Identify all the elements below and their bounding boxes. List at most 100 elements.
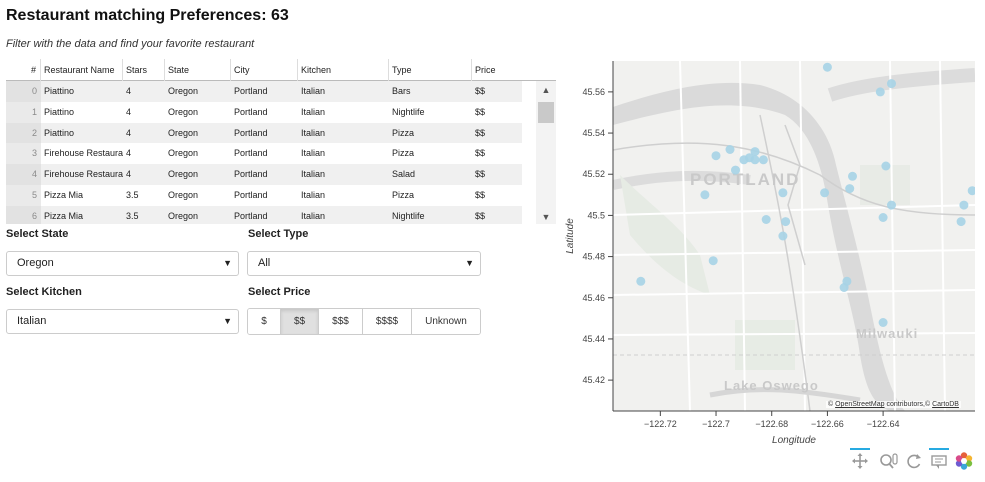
column-header-type[interactable]: Type: [389, 59, 472, 81]
restaurant-point[interactable]: [875, 87, 885, 97]
cell-kitchen[interactable]: Italian: [301, 127, 326, 138]
restaurant-point[interactable]: [750, 155, 760, 165]
restaurant-point[interactable]: [708, 256, 718, 266]
cell-state[interactable]: Oregon: [168, 169, 199, 180]
restaurant-point[interactable]: [636, 276, 646, 286]
restaurant-point[interactable]: [878, 318, 888, 327]
cell-stars[interactable]: 4: [126, 169, 132, 180]
reset-tool[interactable]: [902, 448, 926, 474]
restaurant-point[interactable]: [778, 231, 788, 241]
cell-name[interactable]: Piattino: [44, 127, 75, 138]
cell-city[interactable]: Portland: [234, 106, 268, 117]
table-row[interactable]: 3 Firehouse Restaurant 4 Oregon Portland…: [6, 143, 522, 165]
restaurant-point[interactable]: [848, 171, 857, 181]
table-row[interactable]: 2 Piattino 4 Oregon Portland Italian Piz…: [6, 122, 522, 144]
restaurant-point[interactable]: [839, 283, 849, 292]
cell-city[interactable]: Portland: [234, 127, 268, 138]
restaurant-point[interactable]: [878, 213, 888, 222]
cell-type[interactable]: Nightlife: [392, 210, 425, 221]
cell-city[interactable]: Portland: [234, 148, 268, 159]
scroll-down-arrow-icon[interactable]: ▼: [541, 212, 551, 222]
price-button-1[interactable]: $: [248, 309, 281, 334]
table-row[interactable]: 6 Pizza Mia 3.5 Oregon Portland Italian …: [6, 205, 522, 224]
scrollbar-thumb[interactable]: [538, 102, 554, 123]
cell-city[interactable]: Portland: [234, 189, 268, 200]
cell-price[interactable]: $$: [475, 148, 486, 159]
restaurant-point[interactable]: [881, 161, 891, 171]
price-button-3[interactable]: $$$: [319, 309, 363, 334]
restaurant-point[interactable]: [761, 215, 771, 224]
cell-price[interactable]: $$: [475, 189, 486, 200]
restaurant-point[interactable]: [758, 155, 768, 165]
restaurant-point[interactable]: [845, 184, 855, 194]
cell-city[interactable]: Portland: [234, 169, 268, 180]
cell-stars[interactable]: 3.5: [126, 210, 139, 221]
cell-state[interactable]: Oregon: [168, 86, 199, 96]
column-header-kitchen[interactable]: Kitchen: [298, 59, 389, 81]
price-button-4[interactable]: $$$$: [363, 309, 412, 334]
scroll-up-arrow-icon[interactable]: ▲: [541, 85, 551, 95]
cell-type[interactable]: Pizza: [392, 148, 415, 159]
column-header-price[interactable]: Price: [475, 65, 496, 75]
hover-tool[interactable]: [927, 448, 951, 474]
restaurant-point[interactable]: [700, 190, 710, 200]
table-row[interactable]: 1 Piattino 4 Oregon Portland Italian Nig…: [6, 101, 522, 123]
cell-name[interactable]: Piattino: [44, 106, 75, 117]
restaurant-point[interactable]: [711, 151, 721, 161]
cell-stars[interactable]: 4: [126, 86, 132, 96]
restaurant-point[interactable]: [820, 188, 830, 198]
column-header-city[interactable]: City: [231, 59, 298, 81]
restaurant-point[interactable]: [731, 165, 740, 175]
cell-state[interactable]: Oregon: [168, 106, 199, 117]
restaurant-point[interactable]: [739, 155, 749, 165]
bokeh-logo[interactable]: [952, 448, 976, 474]
cell-price[interactable]: $$: [475, 210, 486, 221]
cell-type[interactable]: Salad: [392, 169, 416, 180]
cell-type[interactable]: Pizza: [392, 189, 415, 200]
kitchen-select[interactable]: Italian ▼: [6, 309, 239, 334]
cell-name[interactable]: Firehouse Restaurant: [44, 169, 123, 180]
cell-price[interactable]: $$: [475, 169, 486, 180]
column-header-index[interactable]: #: [6, 59, 41, 81]
restaurant-point[interactable]: [967, 186, 977, 196]
restaurant-point[interactable]: [750, 147, 760, 157]
state-select[interactable]: Oregon ▼: [6, 251, 239, 276]
cell-kitchen[interactable]: Italian: [301, 86, 326, 96]
cell-type[interactable]: Nightlife: [392, 106, 425, 117]
type-select[interactable]: All ▼: [247, 251, 481, 276]
restaurant-points[interactable]: [636, 62, 977, 327]
column-header-stars[interactable]: Stars: [123, 59, 165, 81]
cell-price[interactable]: $$: [475, 86, 486, 96]
cell-stars[interactable]: 4: [126, 127, 132, 138]
restaurant-point[interactable]: [781, 217, 791, 227]
price-button-unknown[interactable]: Unknown: [412, 309, 480, 334]
restaurant-point[interactable]: [887, 200, 896, 210]
table-row[interactable]: 0 Piattino 4 Oregon Portland Italian Bar…: [6, 81, 522, 102]
restaurant-point[interactable]: [725, 145, 735, 154]
cell-kitchen[interactable]: Italian: [301, 189, 326, 200]
cartodb-link[interactable]: CartoDB: [932, 401, 959, 408]
cell-stars[interactable]: 4: [126, 106, 132, 117]
map-plot[interactable]: PORTLAND Milwauki Lake Oswego −122.72 −12…: [560, 55, 980, 450]
table-scrollbar[interactable]: ▲ ▼: [536, 81, 556, 224]
table-row[interactable]: 5 Pizza Mia 3.5 Oregon Portland Italian …: [6, 184, 522, 206]
restaurant-point[interactable]: [822, 62, 832, 72]
restaurant-point[interactable]: [778, 188, 788, 198]
cell-price[interactable]: $$: [475, 106, 486, 117]
cell-price[interactable]: $$: [475, 127, 486, 138]
column-header-name[interactable]: Restaurant Name: [41, 59, 123, 81]
restaurant-point[interactable]: [956, 217, 966, 227]
cell-name[interactable]: Pizza Mia: [44, 210, 84, 221]
column-header-state[interactable]: State: [165, 59, 231, 81]
cell-name[interactable]: Piattino: [44, 86, 75, 96]
table-row[interactable]: 4 Firehouse Restaurant 4 Oregon Portland…: [6, 164, 522, 185]
cell-name[interactable]: Pizza Mia: [44, 189, 84, 200]
cell-type[interactable]: Pizza: [392, 127, 415, 138]
cell-state[interactable]: Oregon: [168, 148, 199, 159]
cell-state[interactable]: Oregon: [168, 210, 199, 221]
restaurant-point[interactable]: [959, 200, 969, 210]
cell-name[interactable]: Firehouse Restaurant: [44, 148, 123, 159]
cell-kitchen[interactable]: Italian: [301, 106, 326, 117]
cell-kitchen[interactable]: Italian: [301, 169, 326, 180]
wheel-zoom-tool[interactable]: [876, 448, 900, 474]
